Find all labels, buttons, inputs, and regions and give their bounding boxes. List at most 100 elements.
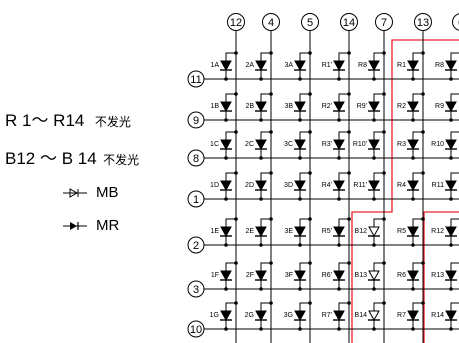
led-label: 2B <box>245 103 254 110</box>
pin-circle <box>375 13 393 31</box>
column-pin-label: 13 <box>417 17 429 29</box>
led-label: R4 <box>397 182 406 189</box>
led-label: 2F <box>246 272 254 279</box>
led-diode-icon <box>220 301 238 331</box>
led-label: R11' <box>353 182 367 189</box>
led-label: R7 <box>397 312 406 319</box>
led-label: R8 <box>435 62 444 69</box>
led-label: 3G <box>284 312 293 319</box>
led-diode-icon <box>333 217 351 247</box>
pin-circle <box>187 111 205 129</box>
led-diode-icon <box>368 217 386 247</box>
led-label: B14 <box>355 312 368 319</box>
led-diode-icon <box>407 217 425 247</box>
pin-circle <box>227 13 245 31</box>
led-label: 2E <box>245 228 254 235</box>
led-label: B12 <box>355 228 368 235</box>
led-label: 2C <box>245 141 254 148</box>
led-diode-icon <box>445 172 459 201</box>
led-label: R9 <box>435 103 444 110</box>
led-diode-icon <box>368 51 386 81</box>
led-diode-icon <box>445 302 459 331</box>
led-label: R2 <box>397 103 406 110</box>
column-pin-label: 12 <box>230 17 242 29</box>
led-label: R7' <box>322 312 332 319</box>
led-diode-icon <box>333 51 351 81</box>
led-diode-icon <box>255 92 273 122</box>
mr-symbol-icon <box>63 222 87 230</box>
led-label: 1D <box>210 182 219 189</box>
row-pin-label: 9 <box>193 115 199 127</box>
led-label: 2D <box>245 182 254 189</box>
led-label: R3' <box>322 141 332 148</box>
led-label: R11 <box>432 182 444 189</box>
led-label: R8 <box>358 62 367 69</box>
pin-circle <box>414 13 432 31</box>
led-label: 2G <box>245 312 254 319</box>
column-pin-label: 14 <box>343 17 355 29</box>
led-label: R4' <box>322 182 332 189</box>
led-diode-icon <box>294 130 312 160</box>
row-pin-label: 1 <box>193 194 199 206</box>
led-label: 1A <box>210 62 219 69</box>
led-label: R6 <box>397 272 406 279</box>
led-label: R1 <box>397 62 406 69</box>
led-label: R9' <box>357 103 367 110</box>
led-diode-icon <box>445 218 459 247</box>
led-diode-icon <box>255 301 273 331</box>
led-diode-icon <box>407 171 425 201</box>
highlight-outline <box>351 39 459 343</box>
led-label: R5 <box>397 228 406 235</box>
legend-symbols <box>63 188 87 230</box>
led-label: 1F <box>211 272 219 279</box>
column-pin-label: 7 <box>381 17 387 29</box>
pin-circle <box>187 190 205 208</box>
led-diode-icon <box>445 262 459 291</box>
led-diode-icon <box>368 130 386 160</box>
led-diode-icon <box>407 130 425 160</box>
row-pin-label: 3 <box>193 284 199 296</box>
led-diode-icon <box>255 51 273 81</box>
led-diode-icon <box>294 217 312 247</box>
led-label: R10' <box>353 141 367 148</box>
led-label: R6' <box>322 272 332 279</box>
led-diode-icon <box>294 171 312 201</box>
legend-note-2: 不发光 <box>103 153 140 167</box>
led-label: 3F <box>285 272 293 279</box>
led-label: R2' <box>322 103 332 110</box>
highlight-outline <box>423 211 459 343</box>
column-pin-label: 6 <box>458 17 459 29</box>
led-diode-icon <box>255 171 273 201</box>
led-diode-icon <box>368 301 386 331</box>
legend-range-2: B12 ～ B 14 <box>5 149 97 168</box>
led-diode-icon <box>220 171 238 201</box>
led-diode-icon <box>407 92 425 122</box>
led-label: 2A <box>245 62 254 69</box>
legend-note-1: 不发光 <box>94 115 131 129</box>
led-label: 3E <box>284 228 293 235</box>
pin-circle <box>187 236 205 254</box>
led-label: 1C <box>210 141 219 148</box>
led-diode-icon <box>294 301 312 331</box>
led-diode-icon <box>220 217 238 247</box>
mb-symbol-icon <box>63 188 87 198</box>
led-diode-icon <box>220 261 238 291</box>
led-diode-icon <box>368 92 386 122</box>
led-label: 1E <box>210 228 219 235</box>
row-pin-label: 11 <box>190 74 201 86</box>
led-diode-icon <box>407 261 425 291</box>
led-diode-icon <box>368 261 386 291</box>
led-label: 1G <box>210 312 219 319</box>
led-label: R14 <box>431 312 444 319</box>
led-diode-icon <box>255 130 273 160</box>
led-diode-icon <box>333 171 351 201</box>
led-diode-icon <box>220 51 238 81</box>
led-label: R12 <box>431 228 444 235</box>
pin-circle <box>187 70 205 88</box>
row-pin-label: 10 <box>190 324 202 336</box>
legend-range-1: R 1～ R14 <box>5 111 85 130</box>
led-diode-icon <box>445 52 459 81</box>
led-diode-icon <box>445 131 459 160</box>
